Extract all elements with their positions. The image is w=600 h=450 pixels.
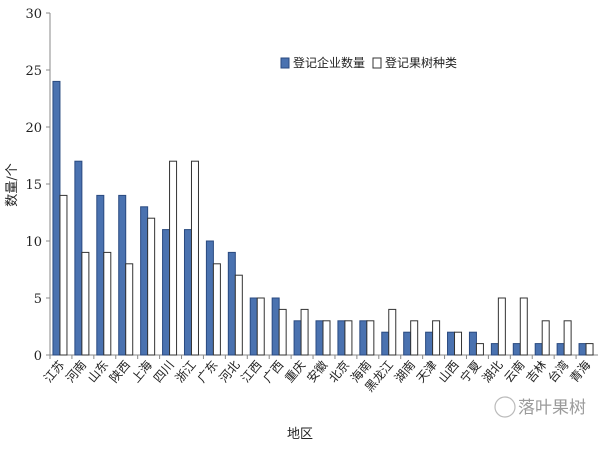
x-tick-label: 江苏 [41,358,67,385]
bar-enterprises [556,343,565,356]
x-tick-label: 重庆 [282,358,308,385]
x-tick-label: 宁夏 [457,357,484,385]
bar-species [454,331,463,356]
bar-enterprises [381,331,390,356]
x-tick-label: 吉林 [523,358,549,385]
x-tick-label: 湖北 [479,357,506,385]
watermark-text: 落叶果树 [518,398,586,418]
bar-species [169,160,178,356]
x-tick-label: 河南 [62,357,89,385]
x-tick-label: 上海 [128,357,155,385]
bar-enterprises [96,194,105,356]
bar-enterprises [534,343,543,356]
x-tick-label: 广东 [195,358,221,385]
legend-label-species: 登记果树种类 [385,55,457,70]
y-tick-label: 25 [25,64,42,79]
bar-species [388,308,397,356]
bar-enterprises [249,297,258,356]
bar-enterprises [227,251,236,356]
bar-species [59,194,68,356]
x-tick-label: 四川 [151,358,177,385]
bar-species [125,263,134,356]
bar-species [190,160,199,356]
x-tick-label: 陕西 [106,357,133,385]
legend-swatch-enterprises [280,57,290,69]
bar-species [519,297,528,356]
x-axis-label: 地区 [287,427,313,442]
bar-species [563,320,572,356]
bar-enterprises [578,343,587,356]
bar-enterprises [403,331,412,356]
bar-enterprises [447,331,456,356]
bar-enterprises [359,320,368,356]
x-tick-label: 北京 [326,358,352,385]
legend-label-enterprises: 登记企业数量 [293,55,365,70]
bar-species [322,320,331,356]
bar-enterprises [52,80,61,356]
y-tick-label: 20 [25,121,42,136]
bar-species [278,308,287,356]
bar-species [234,274,243,356]
x-tick-label: 湖南 [391,357,418,385]
bar-species [212,263,221,356]
bar-enterprises [118,194,127,356]
x-tick-label: 江西 [238,358,264,385]
bar-species [475,343,484,356]
bar-species [103,251,112,356]
labels: 江苏河南山东陕西上海四川浙江广东河北江西广西重庆安徽北京海南黑龙江湖南天津山西宁… [41,357,593,394]
bar-enterprises [512,343,521,356]
x-tick-label: 河北 [216,358,242,385]
y-axis-label: 数量/个 [5,163,20,206]
legend-swatch-species [372,57,382,69]
watermark: 落叶果树 [494,396,586,418]
x-tick-label: 云南 [501,357,528,385]
y-tick-label: 30 [25,7,42,22]
bar-species [432,320,441,356]
bar-enterprises [74,160,83,356]
bar-enterprises [425,331,434,356]
y-tick-label: 10 [25,235,42,250]
x-tick-label: 广西 [260,358,286,385]
x-tick-label: 浙江 [173,358,199,385]
bar-enterprises [468,331,477,356]
bar-species [366,320,375,356]
bar-species [585,343,594,356]
bar-enterprises [183,229,192,356]
bar-species [147,217,156,356]
legend: 登记企业数量 登记果树种类 [280,55,457,70]
x-tick-label: 山东 [85,358,111,385]
bar-species [81,251,90,356]
bar-species [300,308,309,356]
bar-enterprises [293,320,302,356]
x-tick-label: 天津 [414,358,440,385]
y-tick-label: 15 [25,178,42,193]
bar-enterprises [162,229,171,356]
x-tick-label: 青海 [566,357,593,385]
bar-species [410,320,419,356]
bar-enterprises [271,297,280,356]
bar-enterprises [205,240,214,356]
bar-enterprises [490,343,499,356]
bars [52,80,594,356]
x-tick-label: 山西 [436,358,462,385]
x-tick-label: 台湾 [544,357,571,385]
bar-enterprises [315,320,324,356]
bar-species [497,297,506,356]
bar-species [256,297,265,356]
y-tick-label: 0 [34,349,42,364]
x-tick-label: 安徽 [303,357,330,385]
watermark-logo-icon [494,396,516,418]
bar-species [344,320,353,356]
bar-enterprises [337,320,346,356]
bar-species [541,320,550,356]
y-tick-label: 5 [34,292,42,307]
bar-enterprises [140,206,149,356]
